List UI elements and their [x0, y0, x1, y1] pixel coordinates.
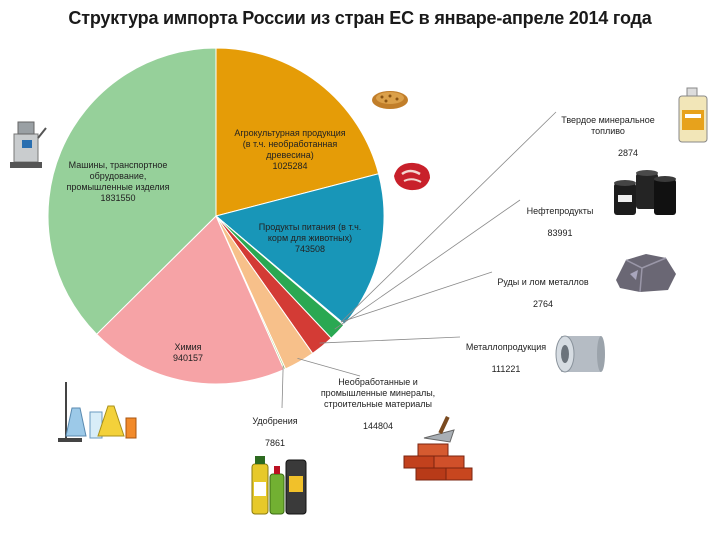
- oil-barrels-icon: [614, 170, 676, 215]
- slice-label-food: Продукты питания (в т.ч. корм для животны…: [259, 222, 362, 254]
- label-ore-value: 2764: [532, 299, 554, 309]
- pie-slice-agro: [215, 47, 380, 217]
- leader-line-oil: [334, 199, 521, 330]
- label-ore-name: Руды и лом металлов: [497, 277, 589, 287]
- label-metal-value: 111221: [491, 364, 521, 374]
- label-minerals-value: 144804: [362, 421, 394, 431]
- lab-glassware-icon: [58, 382, 137, 442]
- oil-canister-icon: [678, 87, 708, 143]
- bricks-trowel-icon: [403, 415, 473, 481]
- leader-line-solid_fuel: [340, 111, 557, 323]
- equipment-icon: [10, 121, 47, 168]
- leader-line-fert: [281, 365, 284, 409]
- meat-icon: [394, 162, 430, 191]
- slice-label-agro: Агрокультурная продукция (в т.ч. необрабо…: [234, 128, 345, 171]
- label-solid-fuel: Твердое минеральное топливо 2874: [548, 104, 668, 170]
- pie-slice-machines: [47, 47, 217, 335]
- label-fertilizers: Удобрения 7861: [240, 405, 310, 460]
- fertilizer-bottles-icon: [251, 456, 307, 515]
- grain-icon: [372, 91, 408, 109]
- label-solid-fuel-name: Твердое минеральное топливо: [561, 115, 655, 136]
- label-oil-products: Нефтепродукты 83991: [515, 195, 605, 250]
- label-solid-fuel-value: 2874: [617, 148, 639, 158]
- label-ore: Руды и лом металлов 2764: [488, 266, 598, 321]
- label-minerals: Необработанные и промышленные минералы, …: [308, 366, 448, 443]
- leader-line-minerals: [297, 357, 361, 377]
- label-metal-name: Металлопродукция: [465, 342, 547, 352]
- chart-title: Структура импорта России из стран ЕС в я…: [68, 8, 652, 28]
- slice-label-machines: Машины, транспортное обрудование, промышле…: [67, 160, 170, 203]
- slice-label-chem: Химия 940157: [173, 342, 203, 363]
- label-minerals-name: Необработанные и промышленные минералы, …: [320, 377, 436, 409]
- label-metal: Металлопродукция 111221: [456, 331, 556, 386]
- label-fert-name: Удобрения: [252, 416, 298, 426]
- label-fert-value: 7861: [264, 438, 286, 448]
- leader-line-ore: [341, 271, 493, 323]
- label-oil-name: Нефтепродукты: [526, 206, 594, 216]
- pie-slice-chem: [95, 215, 285, 385]
- label-oil-value: 83991: [547, 228, 573, 238]
- ore-rock-icon: [616, 254, 676, 293]
- pie-slice-food: [214, 173, 385, 325]
- metal-roll-icon: [555, 335, 605, 373]
- leader-line-metal: [319, 336, 461, 344]
